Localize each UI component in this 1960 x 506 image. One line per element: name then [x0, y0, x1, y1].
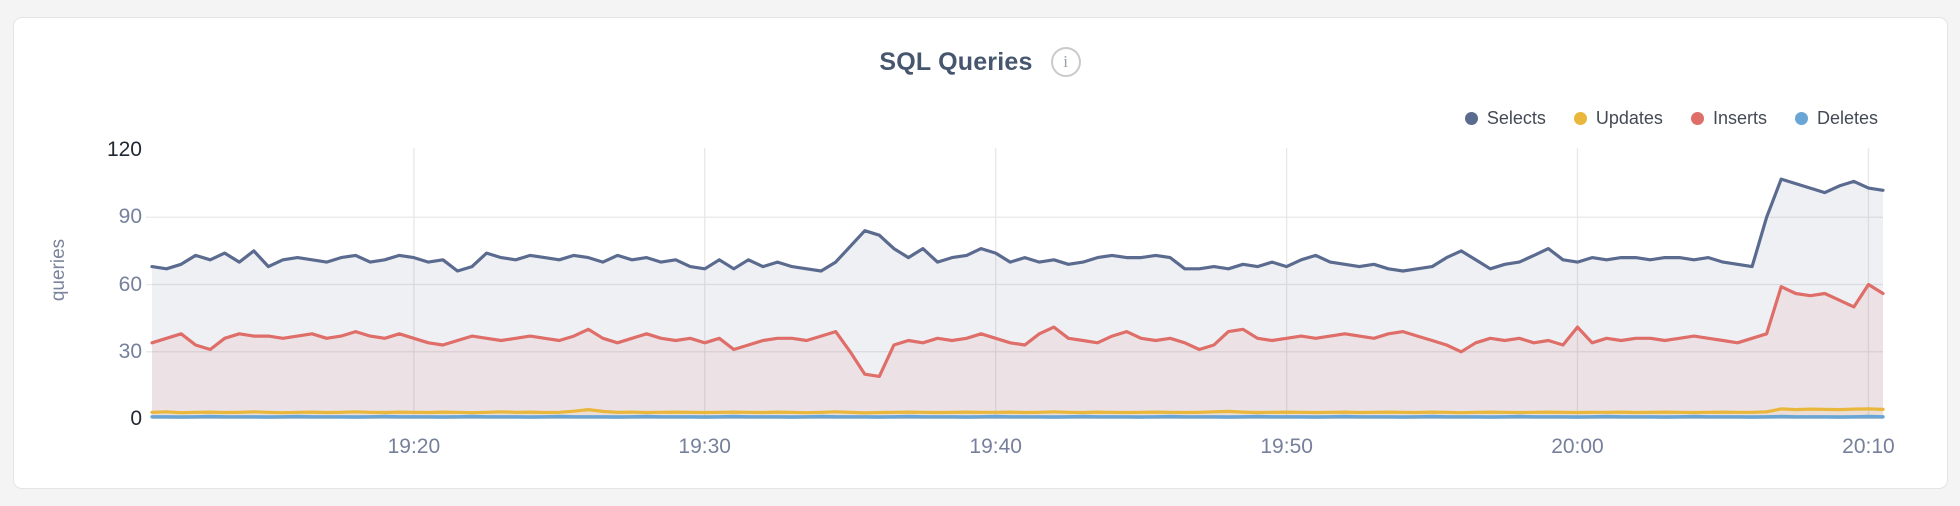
y-axis-label: queries — [48, 238, 69, 302]
legend-dot-deletes — [1794, 112, 1808, 125]
legend-dot-inserts — [1690, 112, 1704, 125]
chart-card — [13, 17, 1948, 489]
info-icon[interactable]: i — [1050, 47, 1081, 77]
x-tick-1920: 19:20 — [387, 435, 441, 458]
series-area-selects — [152, 179, 1883, 419]
x-tick-2010: 20:10 — [1842, 435, 1895, 458]
series-line-selects — [150, 177, 1885, 273]
legend: Selects Updates Inserts Deletes — [1464, 108, 1878, 129]
chart-header: SQL Queries i — [0, 44, 1960, 80]
legend-label-selects: Selects — [1486, 108, 1546, 128]
series-area-inserts — [152, 284, 1883, 419]
chart-title: SQL Queries — [879, 47, 1033, 76]
series-line-deletes — [150, 414, 1885, 419]
legend-label-updates: Updates — [1595, 108, 1663, 128]
x-tick-1950: 19:50 — [1260, 435, 1313, 458]
x-tick-2000: 20:00 — [1551, 435, 1604, 458]
y-tick-120: 120 — [106, 138, 142, 161]
series-line-updates — [150, 407, 1885, 415]
y-tick-0: 0 — [130, 407, 142, 430]
x-tick-1930: 19:30 — [678, 435, 731, 458]
legend-label-deletes: Deletes — [1816, 108, 1878, 128]
x-tick-1940: 19:40 — [969, 435, 1022, 458]
y-tick-30: 30 — [118, 339, 142, 363]
legend-dot-updates — [1573, 112, 1587, 125]
legend-item-updates[interactable]: Updates — [1573, 108, 1663, 129]
legend-label-inserts: Inserts — [1712, 108, 1767, 128]
y-tick-90: 90 — [118, 205, 142, 229]
series-line-inserts — [150, 282, 1885, 378]
y-tick-60: 60 — [118, 272, 142, 296]
legend-dot-selects — [1464, 112, 1478, 125]
legend-item-deletes[interactable]: Deletes — [1794, 108, 1878, 129]
legend-item-inserts[interactable]: Inserts — [1690, 108, 1767, 129]
legend-item-selects[interactable]: Selects — [1464, 108, 1546, 129]
info-icon-glyph: i — [1063, 52, 1068, 71]
